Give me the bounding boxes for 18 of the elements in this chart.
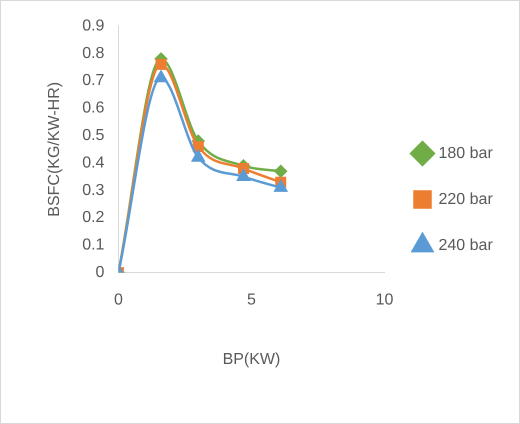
x-axis-title: BP(KW) [222,350,280,368]
legend-label: 180 bar [438,144,494,162]
y-tick-label: 0 [96,264,105,282]
legend-label: 220 bar [438,190,494,208]
y-tick-label: 0.7 [82,72,105,90]
legend-label: 240 bar [438,236,494,254]
y-tick-label: 0.8 [82,44,105,62]
y-tick-label: 0.2 [82,209,105,226]
y-tick-label: 0.1 [82,236,105,254]
y-tick-label: 0.5 [82,127,105,144]
y-tick-label: 0.3 [82,182,105,199]
x-tick-label: 10 [376,292,394,309]
x-tick-label: 0 [114,292,123,309]
y-axis-title: BSFC(KG/KW-HR) [46,82,64,217]
y-tick-label: 0.9 [82,17,105,34]
x-tick-label: 5 [247,292,256,309]
y-tick-label: 0.4 [82,154,105,172]
y-tick-label: 0.6 [82,100,105,117]
